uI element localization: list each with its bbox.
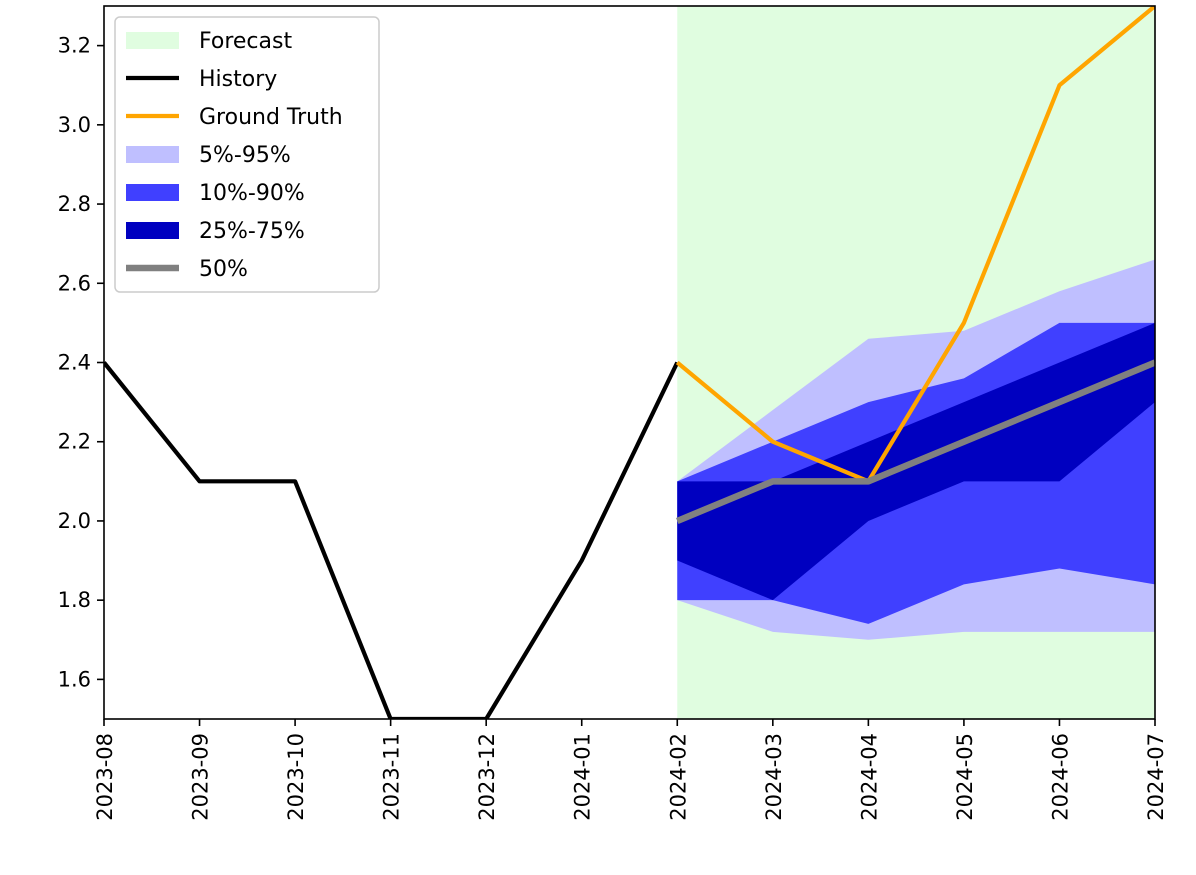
legend-label: 5%-95% bbox=[199, 143, 291, 168]
y-tick-label: 3.0 bbox=[58, 113, 91, 137]
x-tick-label: 2024-04 bbox=[857, 733, 881, 821]
ground-truth-line bbox=[675, 6, 1155, 484]
y-tick-label: 3.2 bbox=[58, 34, 91, 58]
legend-label: 25%-75% bbox=[199, 219, 305, 244]
legend-label: Forecast bbox=[199, 29, 292, 54]
y-tick-label: 2.0 bbox=[58, 509, 91, 533]
y-tick-label: 1.6 bbox=[58, 667, 91, 691]
legend-swatch bbox=[126, 32, 179, 49]
y-tick-label: 2.8 bbox=[58, 192, 91, 216]
y-tick-label: 2.6 bbox=[58, 271, 91, 295]
y-tick-label: 2.2 bbox=[58, 430, 91, 454]
history-line bbox=[104, 361, 680, 719]
x-tick-label: 2024-03 bbox=[762, 733, 786, 821]
legend: Forecast History Ground Truth 5%-95% 10%-90%… bbox=[114, 16, 380, 293]
legend-box bbox=[114, 16, 380, 293]
legend-label: Ground Truth bbox=[199, 105, 343, 130]
legend-label: 10%-90% bbox=[199, 181, 305, 206]
x-tick-label: 2024-02 bbox=[666, 733, 690, 821]
legend-label: History bbox=[199, 67, 277, 92]
legend-swatch bbox=[126, 184, 179, 201]
x-tick-label: 2024-05 bbox=[953, 733, 977, 821]
x-tick-label: 2023-10 bbox=[284, 733, 308, 821]
x-tick-label: 2023-12 bbox=[475, 733, 499, 821]
x-tick-label: 2023-11 bbox=[380, 733, 404, 821]
axes: 1.6 1.8 2.0 2.2 2.4 2.6 2.8 3.0 3.2 2023-08 2023-0… bbox=[58, 5, 1168, 821]
x-tick-label: 2023-09 bbox=[189, 733, 213, 821]
x-tick-label: 2024-06 bbox=[1048, 733, 1072, 821]
plot-area bbox=[104, 6, 1155, 719]
x-tick-label: 2024-01 bbox=[571, 733, 595, 821]
y-tick-label: 1.8 bbox=[58, 588, 91, 612]
x-tick-label: 2024-07 bbox=[1144, 733, 1168, 821]
legend-label: 50% bbox=[199, 257, 248, 282]
legend-swatch bbox=[126, 222, 179, 239]
y-tick-label: 2.4 bbox=[58, 351, 91, 375]
median-line bbox=[676, 359, 1155, 524]
legend-swatch bbox=[126, 146, 179, 163]
x-tick-label: 2023-08 bbox=[93, 733, 117, 821]
